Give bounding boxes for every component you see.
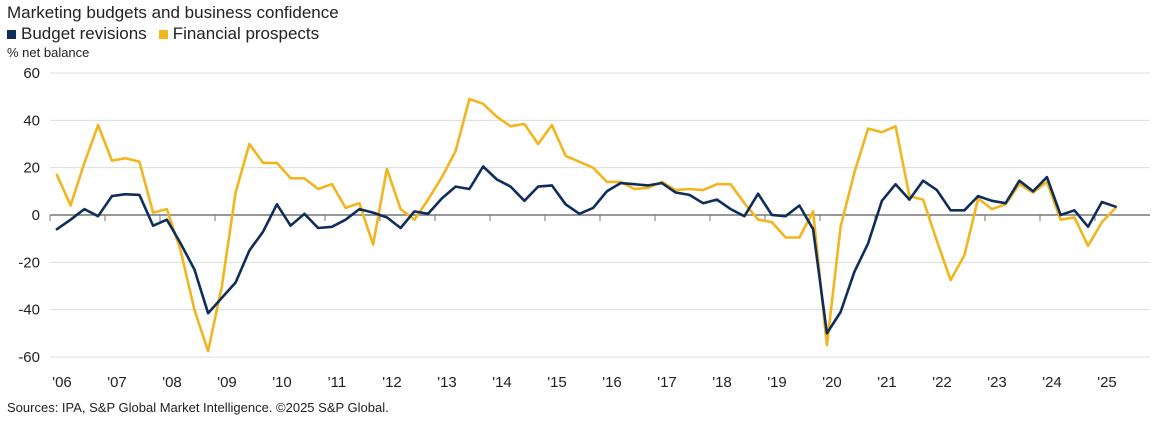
x-tick-label: '06 bbox=[52, 374, 72, 391]
x-tick-label: '20 bbox=[822, 374, 842, 391]
x-tick-label: '11 bbox=[328, 374, 346, 391]
y-tick-label: 20 bbox=[23, 160, 40, 177]
x-tick-label: '22 bbox=[932, 374, 952, 391]
y-axis-ticks: 60 40 20 0 -20 -40 -60 bbox=[18, 65, 40, 366]
chart-title: Marketing budgets and business confidenc… bbox=[7, 3, 339, 22]
legend: Budget revisions Financial prospects bbox=[7, 24, 331, 44]
y-axis-unit-label: % net balance bbox=[7, 45, 90, 60]
legend-item-financial-prospects: Financial prospects bbox=[158, 24, 320, 44]
y-tick-label: -60 bbox=[18, 349, 40, 366]
gridlines bbox=[50, 72, 1150, 358]
x-tick-label: '09 bbox=[217, 374, 237, 391]
x-tick-label: '18 bbox=[712, 374, 732, 391]
series-lines bbox=[55, 97, 1117, 353]
legend-swatch-financial-prospects bbox=[158, 29, 168, 39]
x-tick-label: '21 bbox=[877, 374, 897, 391]
x-tick-label: '19 bbox=[767, 374, 787, 391]
y-tick-label: -40 bbox=[18, 302, 40, 319]
x-tick-label: '14 bbox=[492, 374, 512, 391]
legend-item-budget-revisions: Budget revisions bbox=[7, 24, 147, 44]
legend-label-budget-revisions: Budget revisions bbox=[21, 24, 147, 43]
x-tick-label: '10 bbox=[272, 374, 292, 391]
legend-swatch-budget-revisions bbox=[7, 29, 16, 39]
x-tick-label: '24 bbox=[1042, 374, 1062, 391]
source-note: Sources: IPA, S&P Global Market Intellig… bbox=[7, 400, 389, 415]
x-tick-label: '07 bbox=[107, 374, 127, 391]
x-tick-label: '12 bbox=[382, 374, 402, 391]
x-tick-label: '23 bbox=[987, 374, 1007, 391]
y-tick-label: -20 bbox=[18, 254, 40, 271]
x-axis-ticks: '06 '07 '08 '09 '10 '11 '12 '13 '14 '15 '16 '17 '18 '… bbox=[49, 215, 1117, 391]
legend-label-financial-prospects: Financial prospects bbox=[172, 24, 320, 43]
y-tick-label: 0 bbox=[32, 207, 40, 224]
y-tick-label: 60 bbox=[23, 65, 40, 82]
x-tick-label: '13 bbox=[437, 374, 457, 391]
series-line-budget-revisions bbox=[55, 165, 1117, 335]
x-tick-label: '17 bbox=[657, 374, 677, 391]
x-tick-label: '08 bbox=[162, 374, 182, 391]
x-tick-label: '25 bbox=[1097, 374, 1117, 391]
y-tick-label: 40 bbox=[23, 112, 40, 129]
x-tick-label: '15 bbox=[547, 374, 567, 391]
x-tick-label: '16 bbox=[602, 374, 622, 391]
series-line-financial-prospects bbox=[55, 97, 1117, 353]
